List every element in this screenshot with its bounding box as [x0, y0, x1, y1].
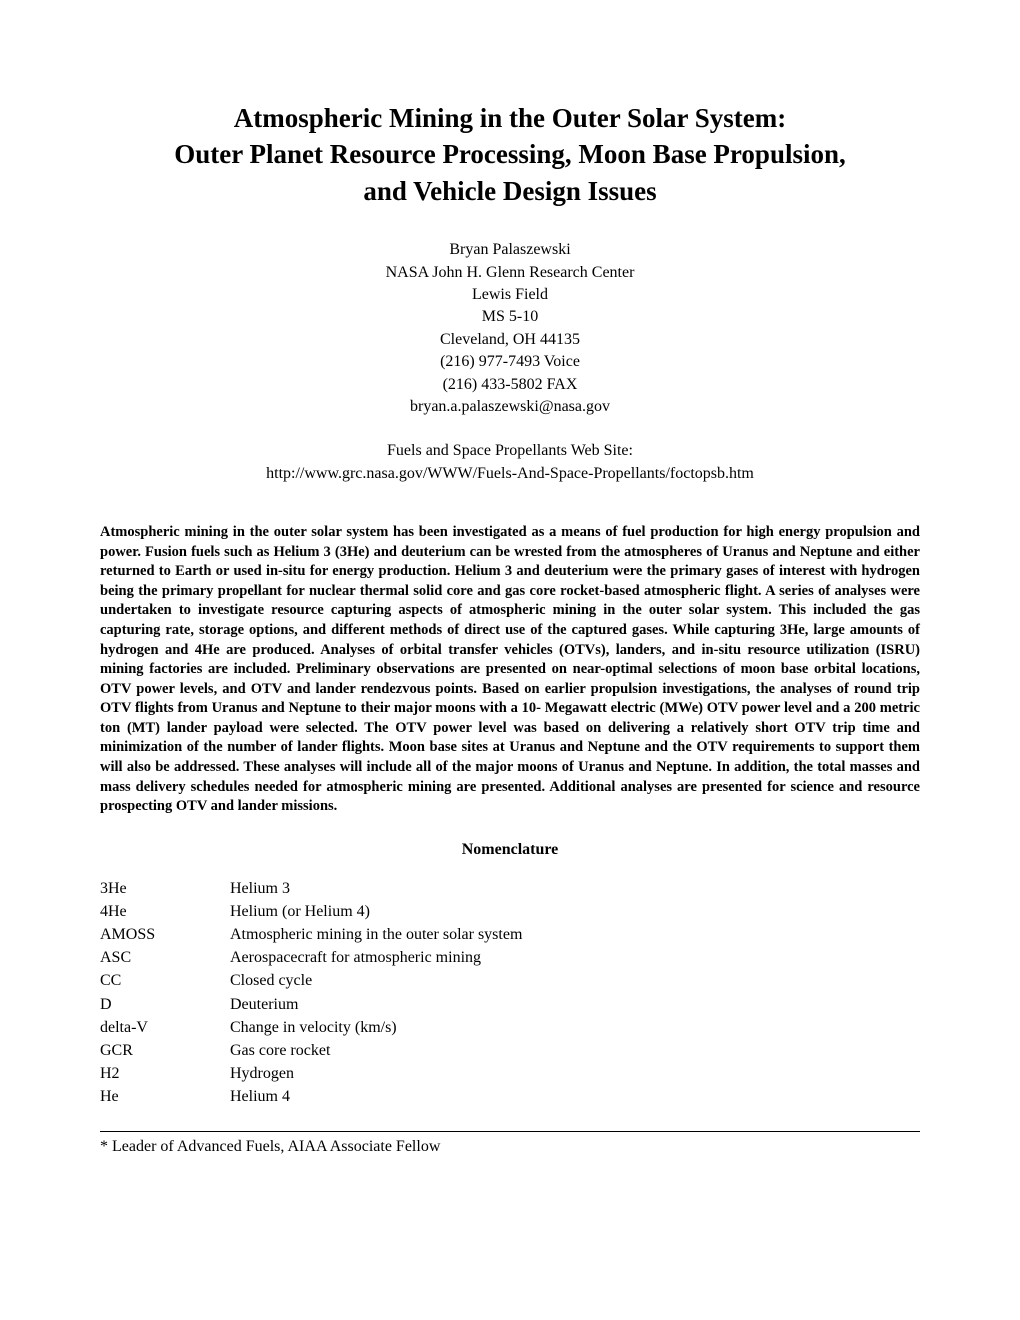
nomenclature-def: Change in velocity (km/s)	[230, 1016, 920, 1039]
nomenclature-def: Closed cycle	[230, 969, 920, 992]
nomenclature-def: Aerospacecraft for atmospheric mining	[230, 946, 920, 969]
nomenclature-def: Atmospheric mining in the outer solar sy…	[230, 923, 920, 946]
nomenclature-abbr: H2	[100, 1062, 230, 1085]
author-block: Bryan Palaszewski NASA John H. Glenn Res…	[100, 239, 920, 418]
footnote-rule	[100, 1131, 920, 1132]
nomenclature-def: Helium (or Helium 4)	[230, 900, 920, 923]
nomenclature-abbr: ASC	[100, 946, 230, 969]
nomenclature-abbr: delta-V	[100, 1016, 230, 1039]
nomenclature-heading: Nomenclature	[100, 841, 920, 859]
nomenclature-def: Deuterium	[230, 993, 920, 1016]
footnote-text: * Leader of Advanced Fuels, AIAA Associa…	[100, 1138, 920, 1156]
nomenclature-row: He Helium 4	[100, 1085, 920, 1108]
title-line-3: and Vehicle Design Issues	[100, 173, 920, 209]
author-city: Cleveland, OH 44135	[100, 329, 920, 351]
nomenclature-abbr: D	[100, 993, 230, 1016]
author-affiliation: NASA John H. Glenn Research Center	[100, 262, 920, 284]
nomenclature-abbr: 3He	[100, 877, 230, 900]
nomenclature-row: CC Closed cycle	[100, 969, 920, 992]
nomenclature-abbr: AMOSS	[100, 923, 230, 946]
title-line-2: Outer Planet Resource Processing, Moon B…	[100, 136, 920, 172]
nomenclature-def: Helium 4	[230, 1085, 920, 1108]
nomenclature-row: delta-V Change in velocity (km/s)	[100, 1016, 920, 1039]
website-url: http://www.grc.nasa.gov/WWW/Fuels-And-Sp…	[100, 463, 920, 485]
nomenclature-abbr: 4He	[100, 900, 230, 923]
website-block: Fuels and Space Propellants Web Site: ht…	[100, 440, 920, 485]
title-line-1: Atmospheric Mining in the Outer Solar Sy…	[100, 100, 920, 136]
nomenclature-table: 3He Helium 3 4He Helium (or Helium 4) AM…	[100, 877, 920, 1109]
nomenclature-def: Hydrogen	[230, 1062, 920, 1085]
nomenclature-row: 4He Helium (or Helium 4)	[100, 900, 920, 923]
page-container: Atmospheric Mining in the Outer Solar Sy…	[0, 0, 1020, 1320]
author-name: Bryan Palaszewski	[100, 239, 920, 261]
paper-title: Atmospheric Mining in the Outer Solar Sy…	[100, 100, 920, 209]
author-mailstop: MS 5-10	[100, 306, 920, 328]
author-field: Lewis Field	[100, 284, 920, 306]
nomenclature-def: Helium 3	[230, 877, 920, 900]
nomenclature-abbr: He	[100, 1085, 230, 1108]
nomenclature-abbr: CC	[100, 969, 230, 992]
nomenclature-row: H2 Hydrogen	[100, 1062, 920, 1085]
nomenclature-abbr: GCR	[100, 1039, 230, 1062]
nomenclature-row: AMOSS Atmospheric mining in the outer so…	[100, 923, 920, 946]
author-fax: (216) 433-5802 FAX	[100, 374, 920, 396]
nomenclature-def: Gas core rocket	[230, 1039, 920, 1062]
nomenclature-row: 3He Helium 3	[100, 877, 920, 900]
author-voice: (216) 977-7493 Voice	[100, 351, 920, 373]
website-label: Fuels and Space Propellants Web Site:	[100, 440, 920, 462]
nomenclature-row: GCR Gas core rocket	[100, 1039, 920, 1062]
author-email: bryan.a.palaszewski@nasa.gov	[100, 396, 920, 418]
nomenclature-row: D Deuterium	[100, 993, 920, 1016]
nomenclature-row: ASC Aerospacecraft for atmospheric minin…	[100, 946, 920, 969]
abstract-text: Atmospheric mining in the outer solar sy…	[100, 523, 920, 816]
